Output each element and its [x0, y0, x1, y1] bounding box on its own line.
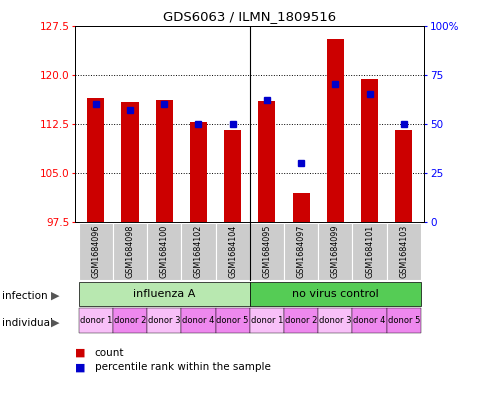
Bar [326, 39, 343, 222]
Text: GSM1684097: GSM1684097 [296, 225, 305, 278]
Bar [215, 309, 249, 333]
Bar [113, 222, 147, 281]
Text: GSM1684101: GSM1684101 [364, 225, 373, 278]
Text: ■: ■ [75, 362, 86, 373]
Bar [360, 79, 378, 222]
Text: GSM1684102: GSM1684102 [194, 225, 202, 278]
Text: donor 1: donor 1 [79, 316, 112, 325]
Bar [224, 130, 241, 222]
Text: GSM1684103: GSM1684103 [398, 225, 408, 278]
Text: donor 1: donor 1 [250, 316, 283, 325]
Title: GDS6063 / ILMN_1809516: GDS6063 / ILMN_1809516 [163, 10, 335, 23]
Bar [147, 222, 181, 281]
Text: donor 5: donor 5 [387, 316, 419, 325]
Text: no virus control: no virus control [291, 289, 378, 299]
Text: percentile rank within the sample: percentile rank within the sample [94, 362, 270, 373]
Text: ▶: ▶ [51, 290, 60, 301]
Bar [87, 97, 104, 222]
Text: infection: infection [2, 290, 48, 301]
Bar [121, 102, 138, 222]
Bar [284, 222, 318, 281]
Bar [147, 309, 181, 333]
Text: donor 4: donor 4 [182, 316, 214, 325]
Bar [78, 309, 113, 333]
Text: donor 2: donor 2 [285, 316, 317, 325]
Text: ■: ■ [75, 348, 86, 358]
Bar [386, 222, 420, 281]
Text: GSM1684096: GSM1684096 [91, 225, 100, 278]
Bar [386, 309, 420, 333]
Bar [113, 309, 147, 333]
Bar [215, 222, 249, 281]
Text: donor 5: donor 5 [216, 316, 248, 325]
Bar [181, 309, 215, 333]
Bar [292, 193, 309, 222]
Text: count: count [94, 348, 124, 358]
Text: donor 3: donor 3 [148, 316, 180, 325]
Text: GSM1684099: GSM1684099 [330, 225, 339, 278]
Text: GSM1684104: GSM1684104 [227, 225, 237, 278]
Text: donor 2: donor 2 [114, 316, 146, 325]
Bar [284, 309, 318, 333]
Bar [249, 222, 284, 281]
Text: GSM1684095: GSM1684095 [262, 225, 271, 278]
Bar [318, 309, 352, 333]
Text: GSM1684100: GSM1684100 [159, 225, 168, 278]
Bar [181, 222, 215, 281]
Bar [78, 282, 249, 305]
Bar [249, 309, 284, 333]
Bar [189, 122, 207, 222]
Text: individual: individual [2, 318, 53, 328]
Bar [258, 101, 275, 222]
Text: influenza A: influenza A [133, 289, 195, 299]
Bar [394, 130, 411, 222]
Text: donor 3: donor 3 [318, 316, 351, 325]
Bar [318, 222, 352, 281]
Text: ▶: ▶ [51, 318, 60, 328]
Text: donor 4: donor 4 [353, 316, 385, 325]
Bar [78, 222, 113, 281]
Bar [155, 99, 172, 222]
Text: GSM1684098: GSM1684098 [125, 225, 134, 278]
Bar [352, 309, 386, 333]
Bar [352, 222, 386, 281]
Bar [249, 282, 420, 305]
